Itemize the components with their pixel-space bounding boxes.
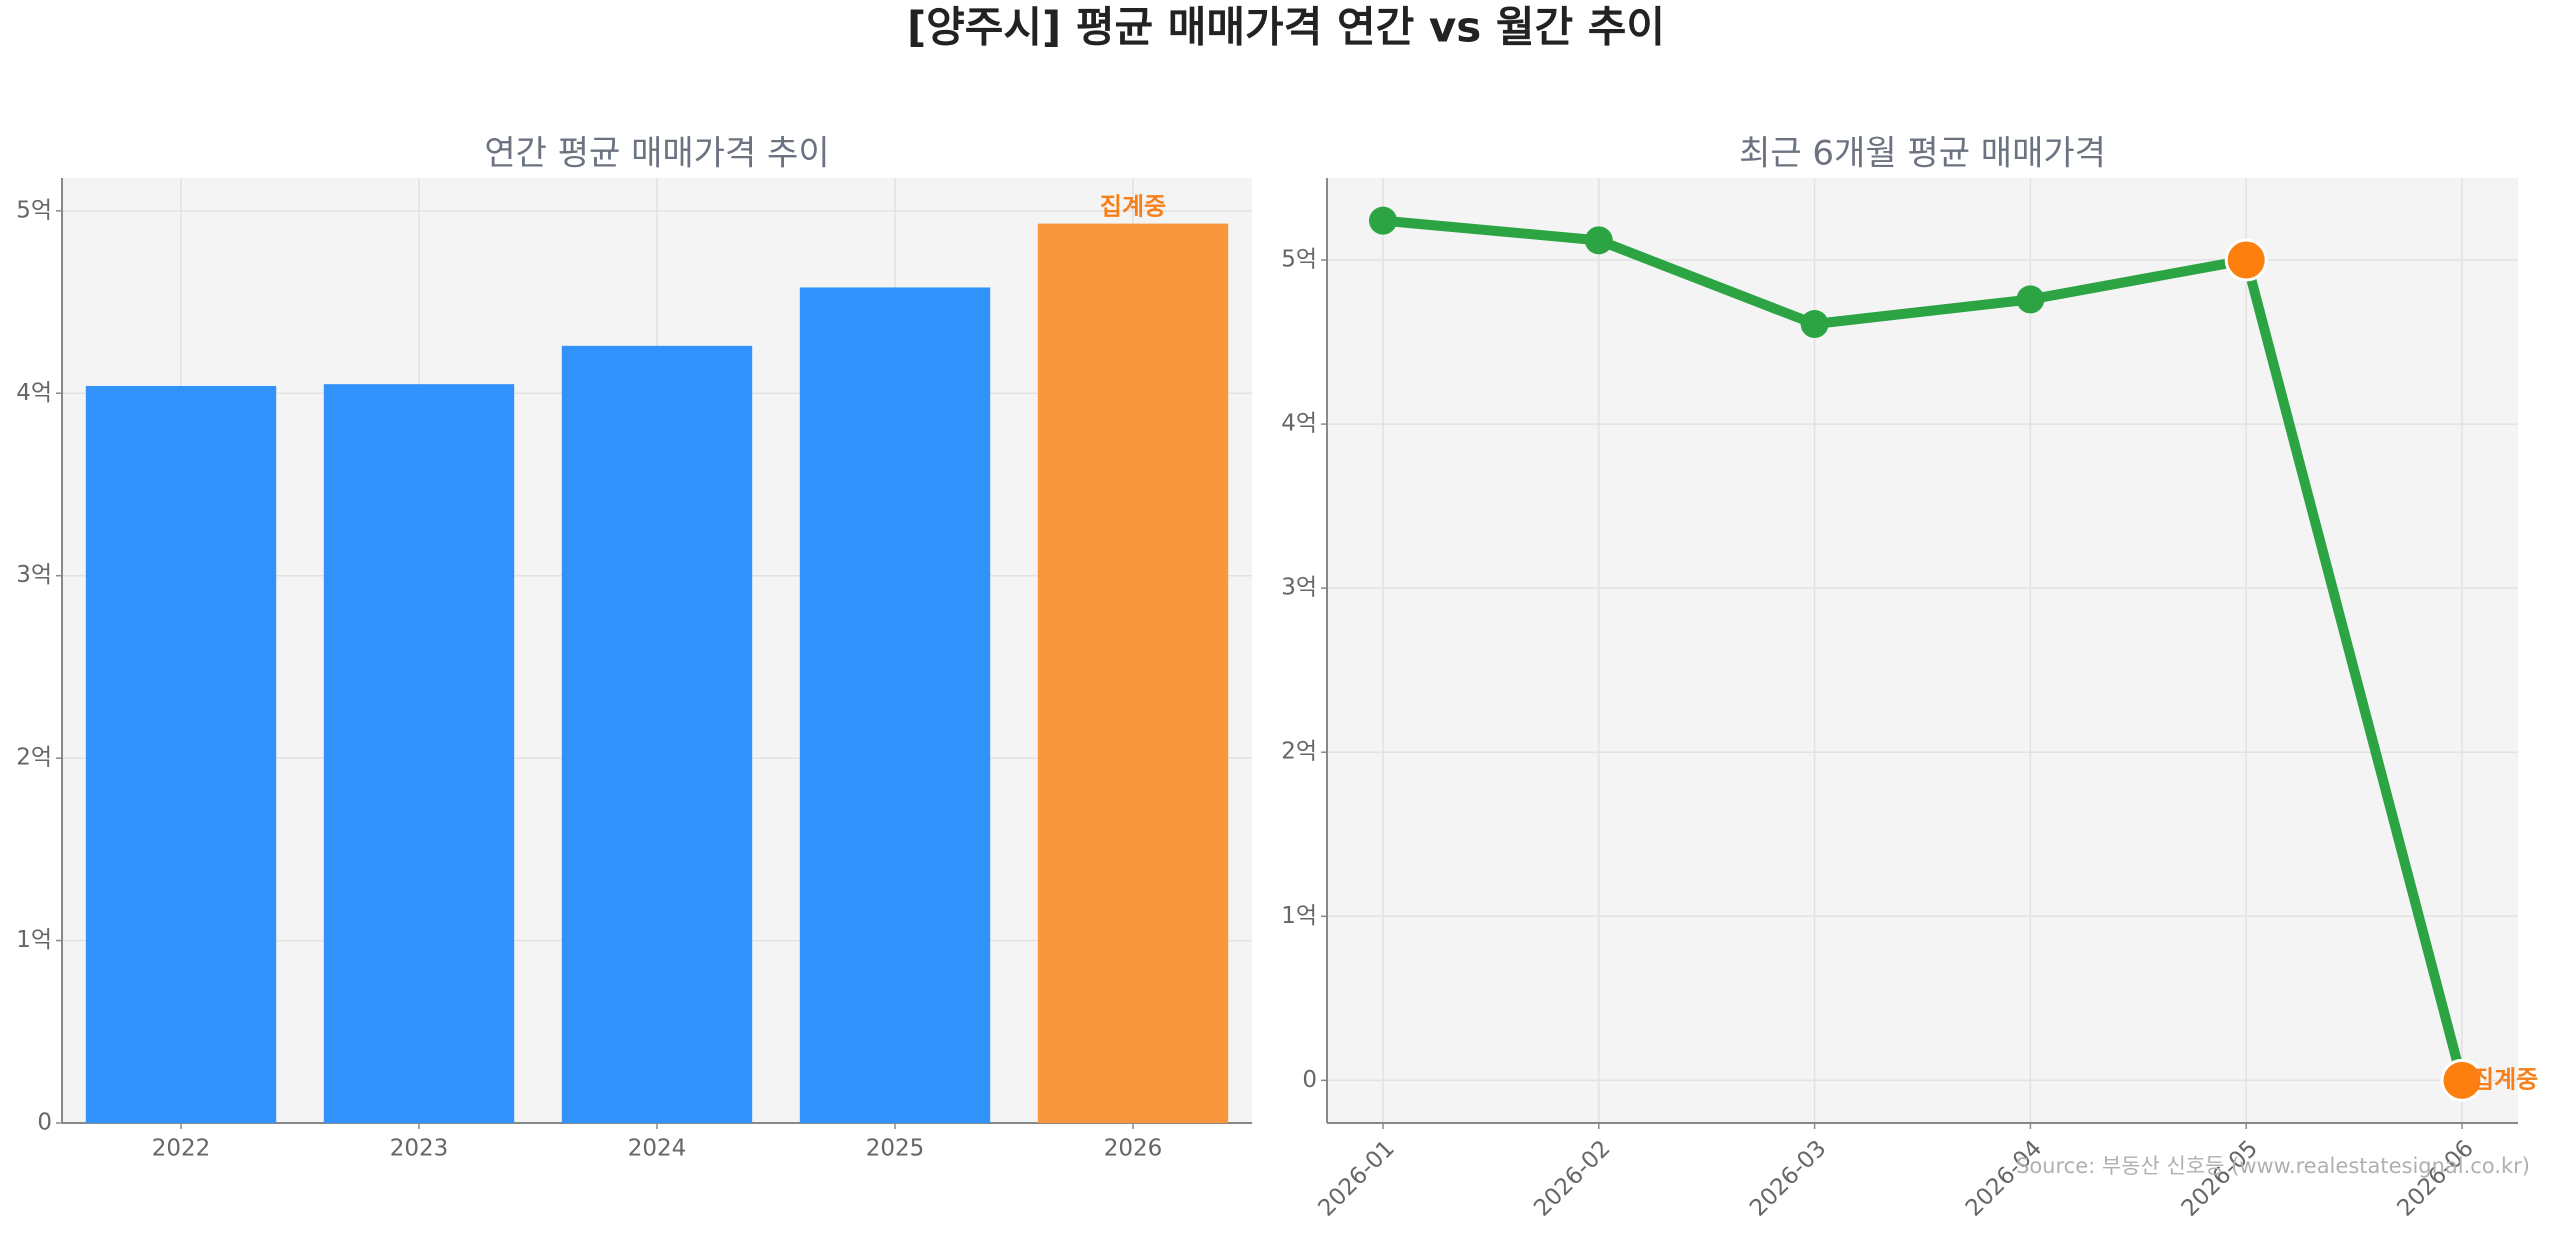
- x-tick-label: 2026-02: [1529, 1135, 1615, 1221]
- x-tick-label: 2023: [390, 1136, 449, 1162]
- main-title: [양주시] 평균 매매가격 연간 vs 월간 추이: [907, 3, 1665, 52]
- x-tick-label: 2025: [866, 1136, 925, 1162]
- y-tick-label: 2억: [1281, 739, 1317, 765]
- x-tick-label: 2026-06: [2392, 1135, 2478, 1221]
- y-tick-label: 5억: [16, 197, 52, 223]
- x-tick-label: 2026-05: [2177, 1135, 2263, 1221]
- y-tick-label: 3억: [1281, 575, 1317, 601]
- y-tick-label: 4억: [1281, 411, 1317, 437]
- bar: [323, 384, 515, 1123]
- line: [1382, 215, 2467, 1082]
- x-tick-label: 2026-01: [1313, 1135, 1399, 1221]
- annotation: 집계중: [1100, 193, 1166, 221]
- point: [2440, 1058, 2484, 1102]
- y-tick-label: 0: [37, 1110, 52, 1136]
- y-tick-label: 1억: [1281, 903, 1317, 929]
- point: [1584, 226, 1613, 255]
- chart-title: 연간 평균 매매가격 추이: [484, 134, 829, 174]
- x-tick-label: 2026: [1104, 1136, 1163, 1162]
- bar: [561, 345, 753, 1123]
- y-tick-label: 1억: [16, 927, 52, 953]
- x-tick-label: 2022: [152, 1136, 211, 1162]
- y-tick-label: 5억: [1281, 247, 1317, 273]
- y-tick-label: 3억: [16, 562, 52, 588]
- x-tick-label: 2024: [628, 1136, 687, 1162]
- y-tick-label: 4억: [16, 380, 52, 406]
- x-tick-label: 2026-04: [1961, 1135, 2047, 1221]
- point: [1369, 206, 1397, 235]
- source: Source: 부동산 신호등 (www.realestatesignal.co…: [2016, 1154, 2530, 1178]
- bar: [85, 385, 277, 1123]
- point: [2016, 285, 2045, 314]
- y-tick-label: 2억: [16, 745, 52, 771]
- bar: [1037, 223, 1229, 1124]
- x-tick-label: 2026-03: [1745, 1135, 1831, 1221]
- plot-background: [1327, 178, 2518, 1123]
- point: [1800, 310, 1829, 339]
- bar: [799, 287, 991, 1123]
- chart-title: 최근 6개월 평균 매매가격: [1739, 134, 2106, 174]
- point: [2224, 238, 2268, 282]
- y-tick-label: 0: [1302, 1067, 1317, 1093]
- annotation: 집계중: [2472, 1065, 2538, 1093]
